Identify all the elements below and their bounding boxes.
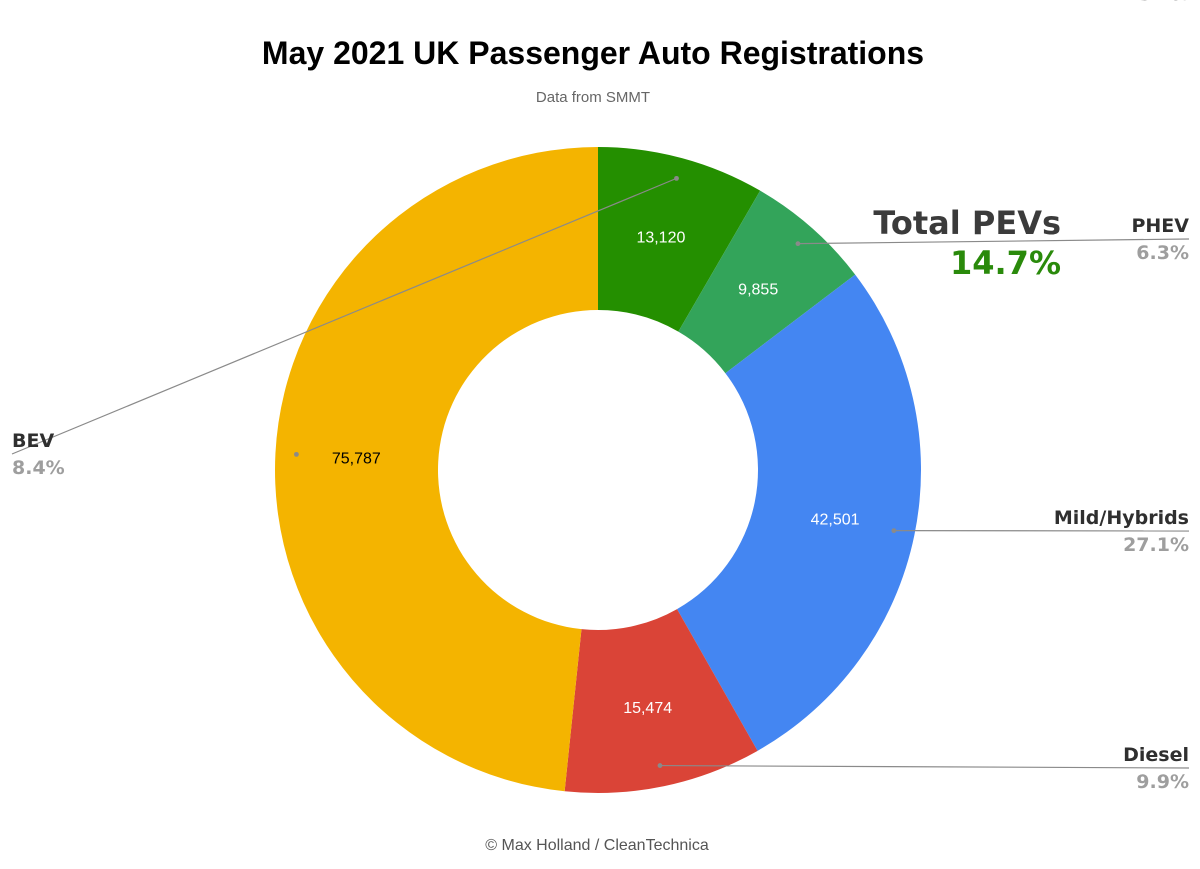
leader-line-diesel xyxy=(659,764,1190,769)
legend-labels-group: BEV 8.4% PHEV 6.3% Mild/Hybrids 27.1% Diesel 9.… xyxy=(12,0,1189,793)
value-label-petrol: 75,787 xyxy=(332,450,381,467)
leader-line-bev xyxy=(11,177,677,455)
legend-name-mild-hybrids: Mild/Hybrids xyxy=(1054,507,1189,529)
leader-dot-mild-hybrids xyxy=(891,528,897,534)
slice-petrol xyxy=(275,147,598,792)
chart-subtitle: Data from SMMT xyxy=(536,89,650,106)
legend-name-petrol: Petrol xyxy=(1124,0,1189,5)
leader-dot-diesel xyxy=(657,763,663,768)
value-label-phev: 9,855 xyxy=(738,282,778,299)
legend-percent-phev: 6.3% xyxy=(1136,242,1189,264)
leader-dot-bev xyxy=(674,175,679,181)
slice-diesel xyxy=(564,609,758,793)
total-pevs-label: Total PEVs xyxy=(873,204,1061,242)
leader-dot-phev xyxy=(795,241,801,247)
slices-group xyxy=(275,147,921,793)
slice-phev xyxy=(678,190,856,374)
legend-percent-mild-hybrids: 27.1% xyxy=(1123,534,1189,556)
slice-mild-hybrids xyxy=(677,274,921,751)
leader-lines-group xyxy=(11,175,1190,769)
legend-name-bev: BEV xyxy=(12,430,54,452)
legend-percent-diesel: 9.9% xyxy=(1136,771,1189,793)
slice-bev xyxy=(598,147,761,332)
legend-name-diesel: Diesel xyxy=(1123,744,1189,766)
leader-dot-petrol xyxy=(294,451,299,457)
value-label-bev: 13,120 xyxy=(636,229,685,246)
total-pevs-value: 14.7% xyxy=(950,244,1061,282)
value-label-diesel: 15,474 xyxy=(623,700,672,717)
value-label-mild-hybrids: 42,501 xyxy=(811,512,860,529)
legend-percent-petrol: 48.4% xyxy=(1123,0,1189,5)
leader-line-phev xyxy=(797,238,1190,245)
legend-percent-bev: 8.4% xyxy=(12,457,65,479)
chart-title: May 2021 UK Passenger Auto Registrations xyxy=(262,35,924,71)
value-labels-group: 13,120 9,855 42,501 15,474 75,787 xyxy=(332,229,860,717)
chart-credit: © Max Holland / CleanTechnica xyxy=(485,837,709,854)
legend-name-phev: PHEV xyxy=(1131,215,1189,237)
